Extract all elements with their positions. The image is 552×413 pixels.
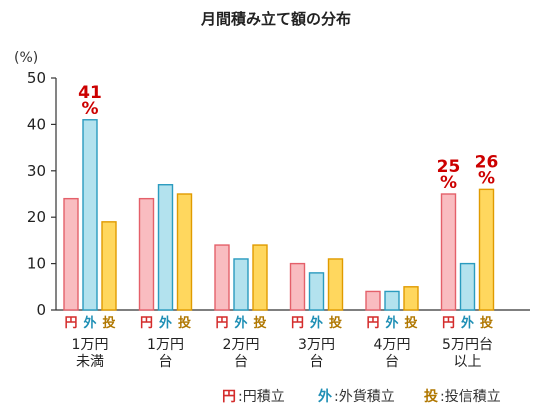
series-code-label: 投 <box>404 315 417 331</box>
bar-円 <box>440 193 457 311</box>
bar-外 <box>384 290 400 311</box>
data-label-value: 26 <box>475 152 499 172</box>
data-label-value: 25 <box>437 157 461 177</box>
series-code-label: 外 <box>384 315 398 331</box>
bar-投 <box>101 221 117 311</box>
category-label: 1万円 <box>72 337 109 353</box>
category-label: 未満 <box>76 354 104 370</box>
category-label: 3万円 <box>298 337 335 353</box>
series-code-label: 投 <box>102 315 115 331</box>
category-label: 台 <box>159 354 173 370</box>
category-label: 台 <box>385 354 399 370</box>
chart-title: 月間積み立て額の分布 <box>200 10 351 28</box>
series-code-label: 円 <box>140 316 153 331</box>
bar-外 <box>233 258 249 311</box>
category-label: 台 <box>310 354 324 370</box>
y-tick-label: 20 <box>27 208 46 226</box>
series-code-label: 円 <box>291 316 304 331</box>
category-label: 2万円 <box>223 337 260 353</box>
axis-layer: 0 10 20 30 40 50 <box>27 69 530 319</box>
bar-投 <box>252 244 268 311</box>
legend-key-投: 投 <box>424 389 438 405</box>
y-tick-label: 10 <box>27 255 46 273</box>
category-label: 以上 <box>454 354 482 370</box>
bar-円 <box>138 197 155 311</box>
series-code-label: 円 <box>442 316 455 331</box>
bar-投 <box>176 193 193 311</box>
series-code-label: 円 <box>215 316 228 331</box>
y-axis-unit: (%) <box>14 50 38 66</box>
legend-label: :円積立 <box>238 389 285 405</box>
bar-円 <box>289 262 306 311</box>
series-code-label: 投 <box>178 315 191 331</box>
data-label-percent: % <box>478 168 495 188</box>
legend-label: :外貨積立 <box>334 388 395 405</box>
bar-投 <box>403 286 419 311</box>
category-label: 4万円 <box>374 337 411 353</box>
series-code-label: 外 <box>158 315 172 331</box>
bar-外 <box>157 184 174 311</box>
category-label: 台 <box>234 354 248 370</box>
y-tick-label: 0 <box>36 301 46 319</box>
series-code-label: 投 <box>480 315 493 331</box>
y-tick-label: 50 <box>27 69 46 87</box>
category-label: 1万円 <box>147 337 184 353</box>
series-code-label: 投 <box>329 315 342 331</box>
bar-円 <box>63 197 79 311</box>
data-label-value: 41 <box>78 83 102 103</box>
bar-円 <box>365 290 381 311</box>
category-label: 5万円台 <box>442 337 493 353</box>
series-code-label: 外 <box>309 315 323 331</box>
y-tick-label: 30 <box>27 162 46 180</box>
series-code-label: 外 <box>460 315 474 331</box>
legend-label: :投信積立 <box>440 389 501 405</box>
bar-投 <box>327 258 344 311</box>
legend: 円:円積立 外:外貨積立 投:投信積立 <box>222 388 501 405</box>
bar-円 <box>214 244 230 311</box>
series-code-label: 円 <box>366 316 379 331</box>
data-label-percent: % <box>81 99 98 119</box>
bar-外 <box>308 272 325 311</box>
label-layer: 円外投1万円未満円外投1万円台円外投2万円台円外投3万円台円外投4万円台円外投5… <box>64 83 498 370</box>
legend-key-円: 円 <box>222 389 236 405</box>
series-code-label: 円 <box>64 316 77 331</box>
bar-投 <box>478 188 495 311</box>
y-tick-label: 40 <box>27 115 46 133</box>
legend-key-外: 外 <box>318 388 332 405</box>
bar-layer <box>63 119 495 311</box>
series-code-label: 外 <box>233 315 247 331</box>
series-code-label: 投 <box>253 315 266 331</box>
bar-外 <box>82 119 98 311</box>
series-code-label: 外 <box>82 315 96 331</box>
data-label-percent: % <box>440 173 457 193</box>
bar-外 <box>459 262 476 311</box>
